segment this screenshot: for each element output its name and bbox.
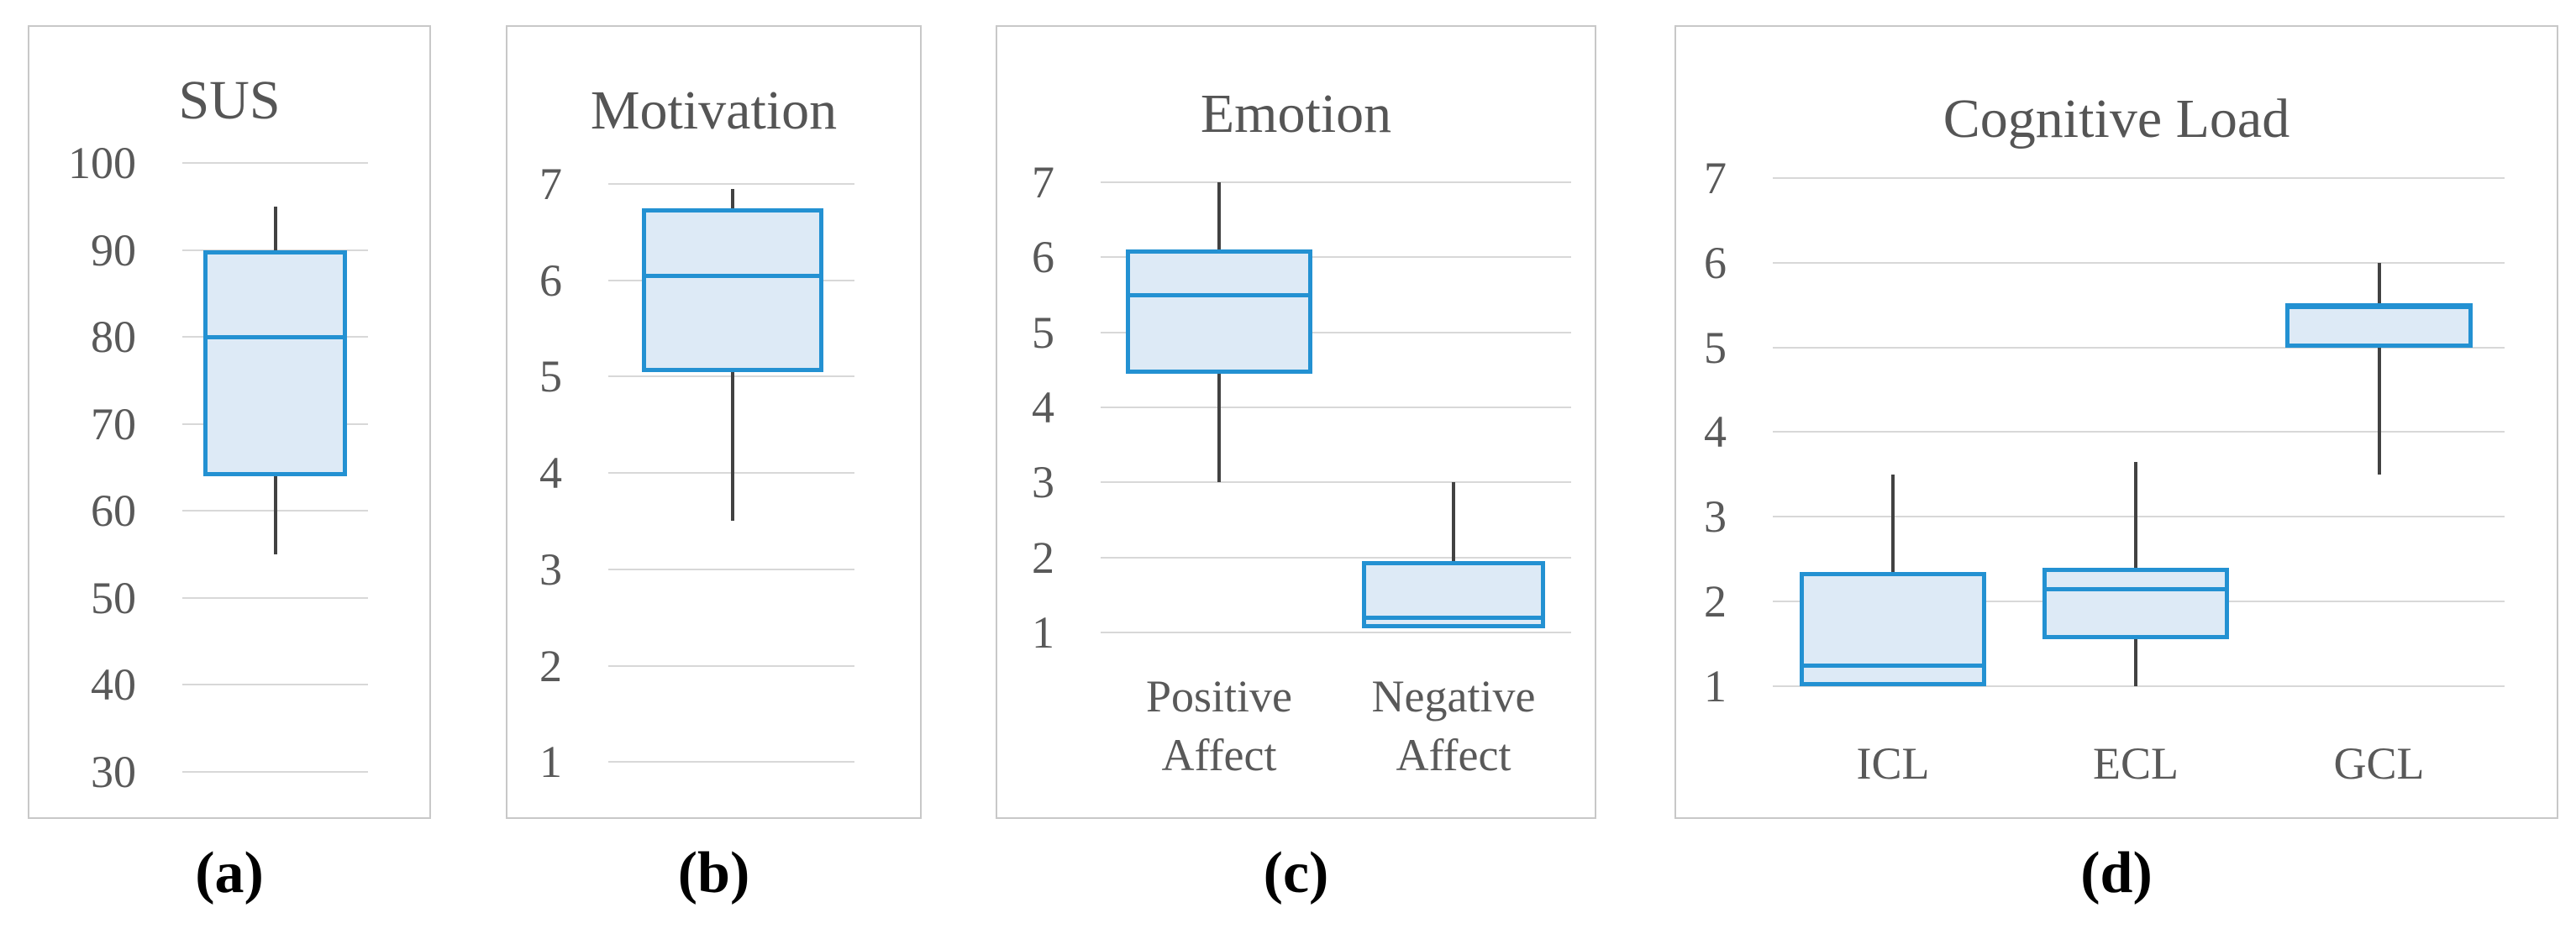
gridline (1101, 631, 1571, 633)
y-tick-label: 80 (91, 312, 136, 362)
boxplot-median-line (642, 273, 823, 278)
gridline (182, 162, 368, 164)
gridline (1101, 406, 1571, 408)
category-label: GCL (2333, 738, 2425, 789)
y-tick-label: 4 (1032, 381, 1054, 433)
boxplot-median-line (1800, 663, 1986, 668)
gridline (1101, 556, 1571, 559)
gridline (1773, 177, 2505, 179)
gridline (608, 183, 854, 185)
gridline (608, 568, 854, 570)
boxplot-box (2042, 567, 2229, 640)
whisker-upper (731, 188, 734, 208)
y-tick-label: 6 (1032, 232, 1054, 283)
y-tick-label: 5 (539, 351, 562, 402)
chart-title-cognitive-load: Cognitive Load (1943, 88, 2290, 150)
category-label: Positive Affect (1145, 671, 1293, 781)
y-tick-label: 70 (91, 398, 136, 449)
gridline (182, 596, 368, 599)
y-tick-label: 30 (91, 746, 136, 797)
y-tick-label: 3 (539, 543, 562, 595)
y-tick-label: 6 (539, 254, 562, 306)
panel-label-d: (d) (2080, 841, 2153, 905)
y-tick-label: 40 (91, 659, 136, 710)
boxplot-box (1126, 249, 1312, 374)
boxplot-median-line (1126, 292, 1312, 297)
y-tick-label: 1 (1704, 660, 1727, 711)
y-tick-label: 2 (1704, 576, 1727, 627)
chart-title-sus: SUS (178, 70, 281, 131)
chart-title-emotion: Emotion (1200, 83, 1392, 144)
chart-cognitive-load: 7 6 5 4 3 2 1 ICL ECL GCL (1676, 27, 2557, 817)
whisker-upper (1452, 482, 1455, 561)
chart-title-motivation: Motivation (590, 80, 838, 141)
y-tick-label: 7 (1704, 153, 1727, 203)
gridline (182, 770, 368, 773)
y-tick-label: 60 (91, 485, 136, 536)
whisker-upper (273, 206, 277, 250)
panel-label-b: (b) (677, 841, 750, 905)
panel-label-a: (a) (195, 841, 264, 905)
y-tick-label: 2 (539, 640, 562, 691)
boxplot-box (2285, 305, 2473, 348)
y-tick-label: 6 (1704, 237, 1727, 288)
gridline (1101, 481, 1571, 484)
whisker-upper (2377, 262, 2381, 306)
y-tick-label: 7 (1032, 157, 1054, 207)
boxplot-median-line (1362, 615, 1545, 620)
gridline (182, 684, 368, 685)
boxplot-box (1800, 571, 1986, 686)
whisker-upper (2134, 461, 2137, 568)
boxplot-median-line (2042, 586, 2229, 591)
category-label: ECL (2093, 738, 2179, 789)
boxplot-median-line (2285, 303, 2473, 308)
whisker-lower (2134, 639, 2137, 686)
y-tick-label: 1 (539, 737, 562, 788)
gridline (1773, 261, 2505, 264)
gridline (608, 761, 854, 763)
panel-emotion: Emotion 7 6 5 4 3 2 1 Positive Affect Negative A… (996, 25, 1596, 819)
category-label: ICL (1856, 738, 1930, 789)
gridline (1773, 685, 2505, 687)
boxplot-median-line (203, 335, 347, 339)
whisker-lower (2377, 347, 2381, 475)
gridline (1773, 346, 2505, 349)
y-tick-label: 5 (1032, 307, 1054, 358)
boxplot-box (642, 207, 823, 372)
y-tick-label: 7 (539, 159, 562, 209)
chart-sus: 100 90 80 70 60 50 40 30 (29, 27, 429, 817)
panel-sus: SUS 100 90 80 70 60 50 40 30 (28, 25, 431, 819)
panel-motivation: Motivation 7 6 5 4 3 2 1 (506, 25, 922, 819)
panel-cognitive-load: Cognitive Load 7 6 5 4 3 2 1 ICL ECL GCL (1674, 25, 2558, 819)
gridline (1101, 256, 1571, 259)
chart-emotion: 7 6 5 4 3 2 1 Positive Affect Negative Affect (997, 27, 1595, 817)
whisker-upper (1891, 474, 1895, 572)
whisker-lower (1217, 373, 1221, 483)
whisker-lower (731, 371, 734, 522)
whisker-lower (273, 475, 277, 554)
panel-label-c: (c) (1263, 841, 1329, 905)
gridline (1773, 516, 2505, 518)
category-label: Negative Affect (1371, 671, 1536, 781)
gridline (608, 664, 854, 667)
y-tick-label: 2 (1032, 532, 1054, 583)
y-tick-label: 4 (539, 448, 562, 499)
y-tick-label: 50 (91, 572, 136, 623)
y-tick-label: 3 (1032, 457, 1054, 508)
y-tick-label: 4 (1704, 407, 1727, 458)
chart-motivation: 7 6 5 4 3 2 1 (507, 27, 920, 817)
y-tick-label: 1 (1032, 606, 1054, 658)
y-tick-label: 100 (68, 138, 136, 188)
y-tick-label: 5 (1704, 322, 1727, 373)
y-tick-label: 3 (1704, 491, 1727, 543)
boxplot-box (203, 249, 347, 476)
whisker-upper (1217, 182, 1221, 250)
gridline (1101, 331, 1571, 333)
gridline (1773, 431, 2505, 433)
y-tick-label: 90 (91, 224, 136, 275)
gridline (1101, 181, 1571, 183)
